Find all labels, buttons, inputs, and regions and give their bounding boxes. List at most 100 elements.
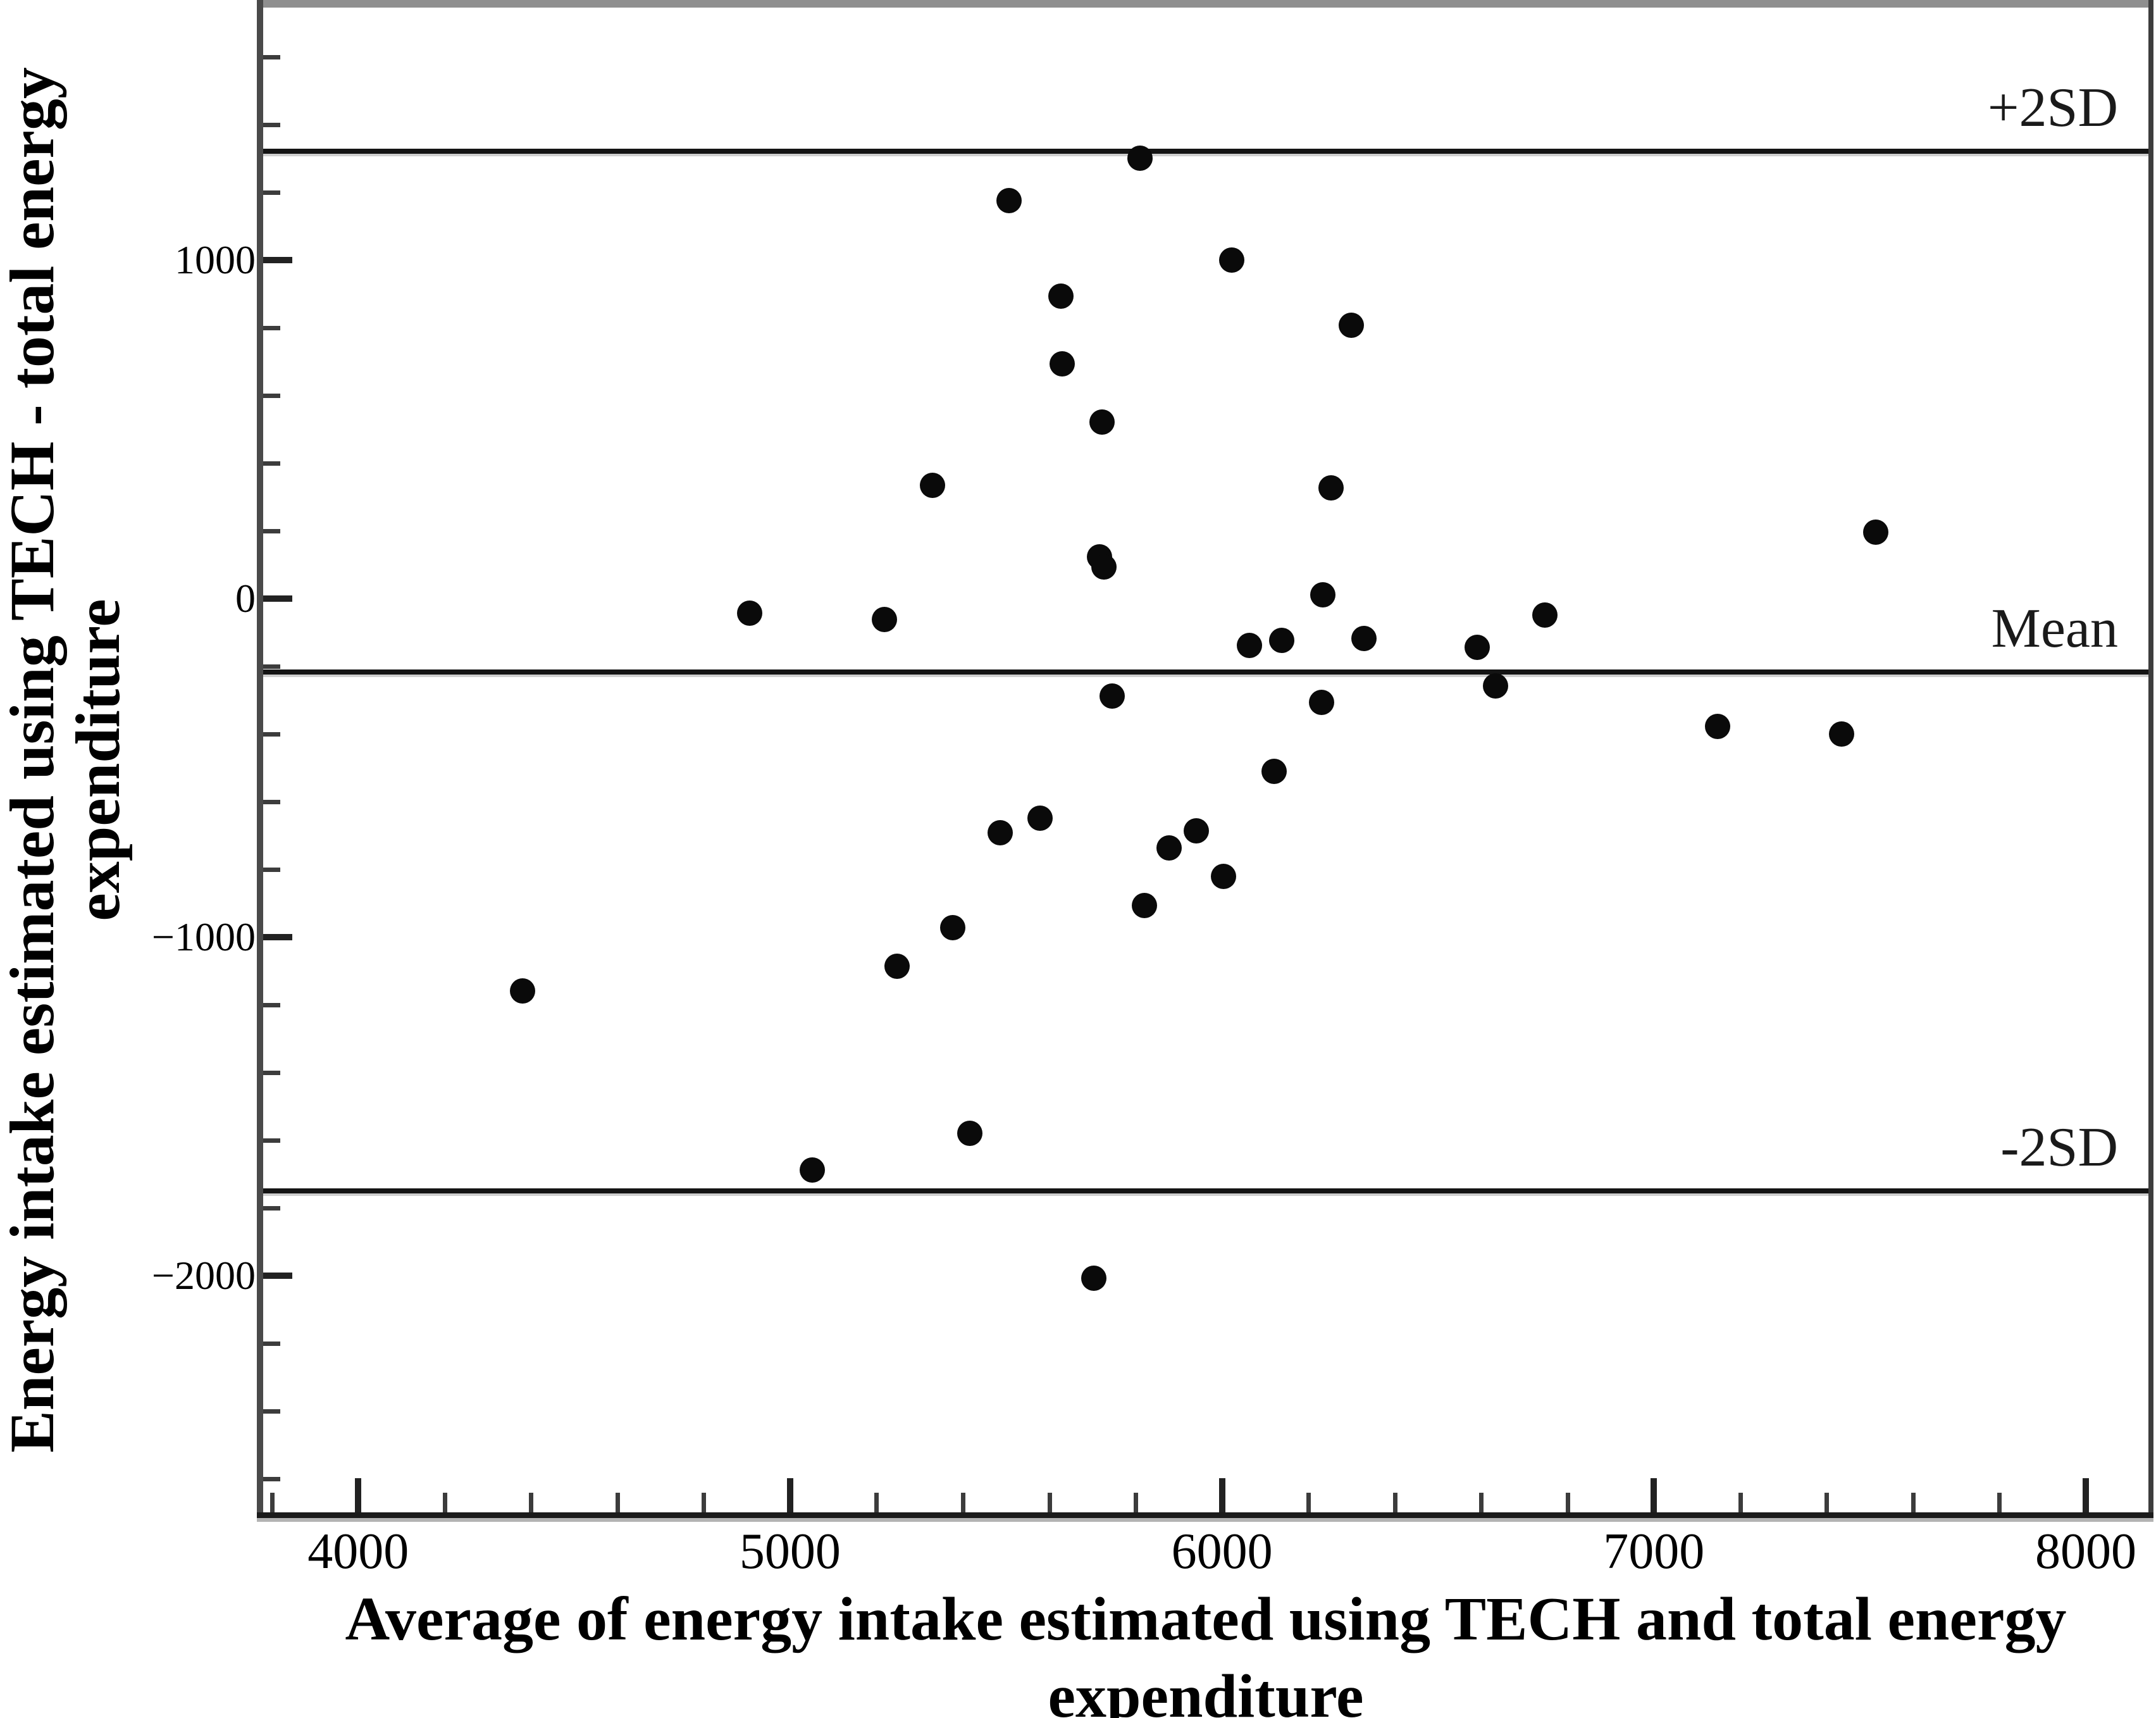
data-point xyxy=(1483,673,1509,699)
x-tick-5600 xyxy=(1047,1493,1052,1512)
x-tick-7200 xyxy=(1738,1493,1743,1512)
data-point xyxy=(1050,351,1075,377)
data-point xyxy=(884,953,910,979)
data-point xyxy=(1261,759,1287,785)
reference-line-label--2sd: -2SD xyxy=(2000,1116,2118,1178)
data-point xyxy=(1338,313,1364,339)
x-tick-6200 xyxy=(1306,1493,1311,1512)
data-point xyxy=(1318,475,1344,501)
reference-line-label-+2sd: +2SD xyxy=(1987,77,2118,139)
x-tick-5000 xyxy=(786,1478,793,1512)
data-point xyxy=(871,606,897,632)
y-tick--1200 xyxy=(263,1002,280,1007)
data-point xyxy=(939,914,965,940)
reference-line--2sd xyxy=(263,1188,2148,1193)
x-tick-6400 xyxy=(1392,1493,1397,1512)
data-point xyxy=(987,819,1013,845)
x-tick-8000 xyxy=(2083,1478,2089,1512)
plot-border-right xyxy=(2148,0,2153,1518)
y-tick--2600 xyxy=(263,1476,280,1481)
y-tick-400 xyxy=(263,461,280,466)
y-tick--600 xyxy=(263,799,280,804)
y-tick-1400 xyxy=(263,122,280,127)
reference-line-label-mean: Mean xyxy=(1991,597,2118,659)
data-point xyxy=(996,188,1022,214)
y-tick--1600 xyxy=(263,1138,280,1143)
y-tick-label-0: 0 xyxy=(235,575,256,621)
y-tick--400 xyxy=(263,731,280,737)
x-tick-4200 xyxy=(442,1493,447,1512)
x-tick-7000 xyxy=(1651,1478,1657,1512)
data-point xyxy=(1048,283,1074,309)
y-tick--200 xyxy=(263,664,280,669)
plot-border-top xyxy=(257,0,2153,8)
y-tick-1600 xyxy=(263,54,280,59)
plot-area xyxy=(257,0,2153,1518)
y-tick-800 xyxy=(263,325,280,330)
y-tick--2200 xyxy=(263,1341,280,1346)
y-axis-title-line-2: expenditure xyxy=(63,599,133,921)
data-point xyxy=(1081,1266,1106,1292)
reference-line-mean xyxy=(263,669,2148,675)
y-axis-title: Energy intake estimated using TECH - tot… xyxy=(0,0,133,1583)
x-axis-title: Average of energy intake estimated using… xyxy=(225,1581,2156,1718)
data-point xyxy=(919,473,945,499)
data-point xyxy=(1131,892,1157,918)
y-tick--1000 xyxy=(263,933,292,940)
data-point xyxy=(1091,554,1117,580)
x-tick-3800 xyxy=(270,1493,275,1512)
x-tick-7400 xyxy=(1825,1493,1830,1512)
y-tick-0 xyxy=(263,595,292,602)
y-tick-1000 xyxy=(263,256,292,263)
x-tick-6000 xyxy=(1218,1478,1225,1512)
x-tick-6600 xyxy=(1479,1493,1484,1512)
data-point xyxy=(1218,247,1244,273)
data-point xyxy=(736,600,762,626)
x-axis-title-line-1: Average of energy intake estimated using… xyxy=(345,1585,2067,1653)
data-point xyxy=(1027,806,1053,831)
x-tick-5200 xyxy=(874,1493,879,1512)
y-tick-200 xyxy=(263,528,280,533)
x-tick-4600 xyxy=(615,1493,620,1512)
data-point xyxy=(1268,628,1294,654)
x-tick-label-6000: 6000 xyxy=(1171,1524,1273,1579)
x-tick-label-5000: 5000 xyxy=(739,1524,841,1579)
y-tick-label-1000: 1000 xyxy=(175,237,256,282)
y-tick--1800 xyxy=(263,1205,280,1211)
y-axis-title-line-1: Energy intake estimated using TECH - tot… xyxy=(0,67,67,1453)
y-tick-600 xyxy=(263,393,280,398)
x-axis-title-line-2: expenditure xyxy=(1048,1662,1364,1718)
x-tick-7800 xyxy=(1997,1493,2002,1512)
y-tick--800 xyxy=(263,867,280,872)
x-tick-6800 xyxy=(1565,1493,1570,1512)
data-point xyxy=(799,1157,825,1183)
data-point xyxy=(510,978,536,1004)
x-axis-line xyxy=(257,1512,2153,1518)
data-point xyxy=(1705,713,1731,739)
data-point xyxy=(1829,721,1855,747)
data-point xyxy=(1532,602,1558,628)
reference-line-+2sd xyxy=(263,149,2148,154)
y-tick--2000 xyxy=(263,1272,292,1279)
data-point xyxy=(1089,409,1115,435)
y-axis-line xyxy=(257,0,263,1518)
x-tick-7600 xyxy=(1911,1493,1916,1512)
data-point xyxy=(1099,683,1125,709)
data-point xyxy=(1351,625,1377,651)
data-point xyxy=(1127,145,1153,171)
y-tick-1200 xyxy=(263,190,280,195)
y-tick-label--1000: −1000 xyxy=(151,914,256,959)
x-tick-5400 xyxy=(960,1493,965,1512)
data-point xyxy=(957,1121,982,1147)
x-tick-5800 xyxy=(1134,1493,1139,1512)
data-point xyxy=(1863,519,1889,545)
x-tick-label-8000: 8000 xyxy=(2035,1524,2136,1579)
x-tick-4800 xyxy=(702,1493,707,1512)
x-tick-4000 xyxy=(355,1478,362,1512)
data-point xyxy=(1310,582,1336,607)
x-tick-label-7000: 7000 xyxy=(1603,1524,1705,1579)
y-tick--1400 xyxy=(263,1070,280,1075)
data-point xyxy=(1156,835,1182,861)
x-tick-4400 xyxy=(529,1493,534,1512)
